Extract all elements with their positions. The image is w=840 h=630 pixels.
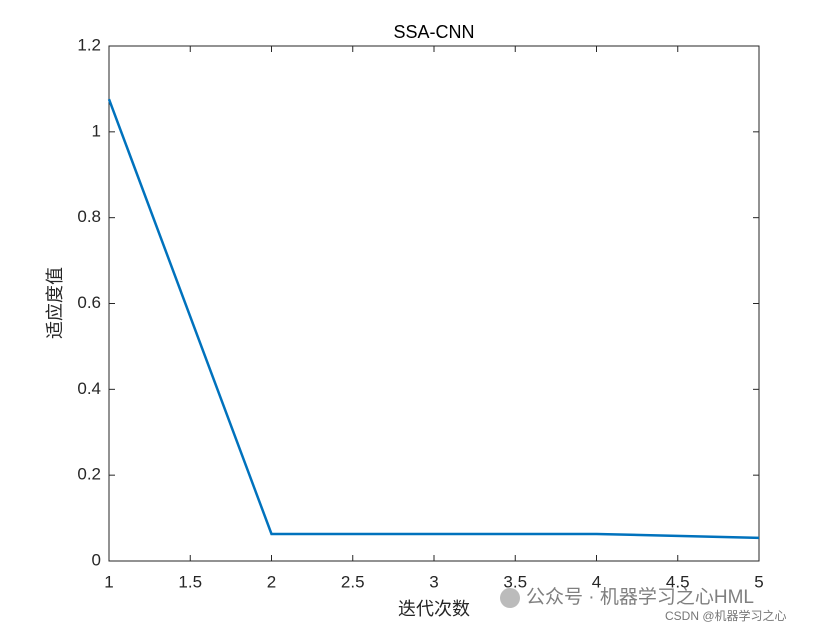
y-tick-label: 1.2 [77,35,101,54]
y-tick-label: 0.8 [77,207,101,226]
x-tick-label: 4.5 [666,572,690,591]
chart-title: SSA-CNN [393,22,474,42]
x-axis-label: 迭代次数 [398,599,470,620]
axes-box [108,45,760,562]
x-tick-label: 3.5 [503,572,527,591]
watermark-icon [500,588,520,608]
x-tick-label: 2 [267,572,276,591]
y-tick-label: 0.2 [77,465,101,484]
x-tick-label: 2.5 [341,572,365,591]
line-series [107,98,760,540]
x-tick-label: 3 [429,572,438,591]
x-tick-label: 4 [592,572,601,591]
x-tick-label: 1.5 [178,572,202,591]
y-tick-label: 0.4 [77,379,101,398]
watermark: 公众号 · 机器学习之心HML CSDN @机器学习之心 [500,586,787,623]
y-tick-label: 0.6 [77,293,101,312]
x-tick-label: 1 [104,572,113,591]
watermark-text: 公众号 · 机器学习之心HML [526,586,754,608]
y-tick-label: 0 [92,550,101,569]
y-tick-label: 1 [92,121,101,140]
x-tick-label: 5 [754,572,763,591]
watermark-source: CSDN @机器学习之心 [665,608,787,623]
y-axis-label: 适应度值 [45,267,66,339]
